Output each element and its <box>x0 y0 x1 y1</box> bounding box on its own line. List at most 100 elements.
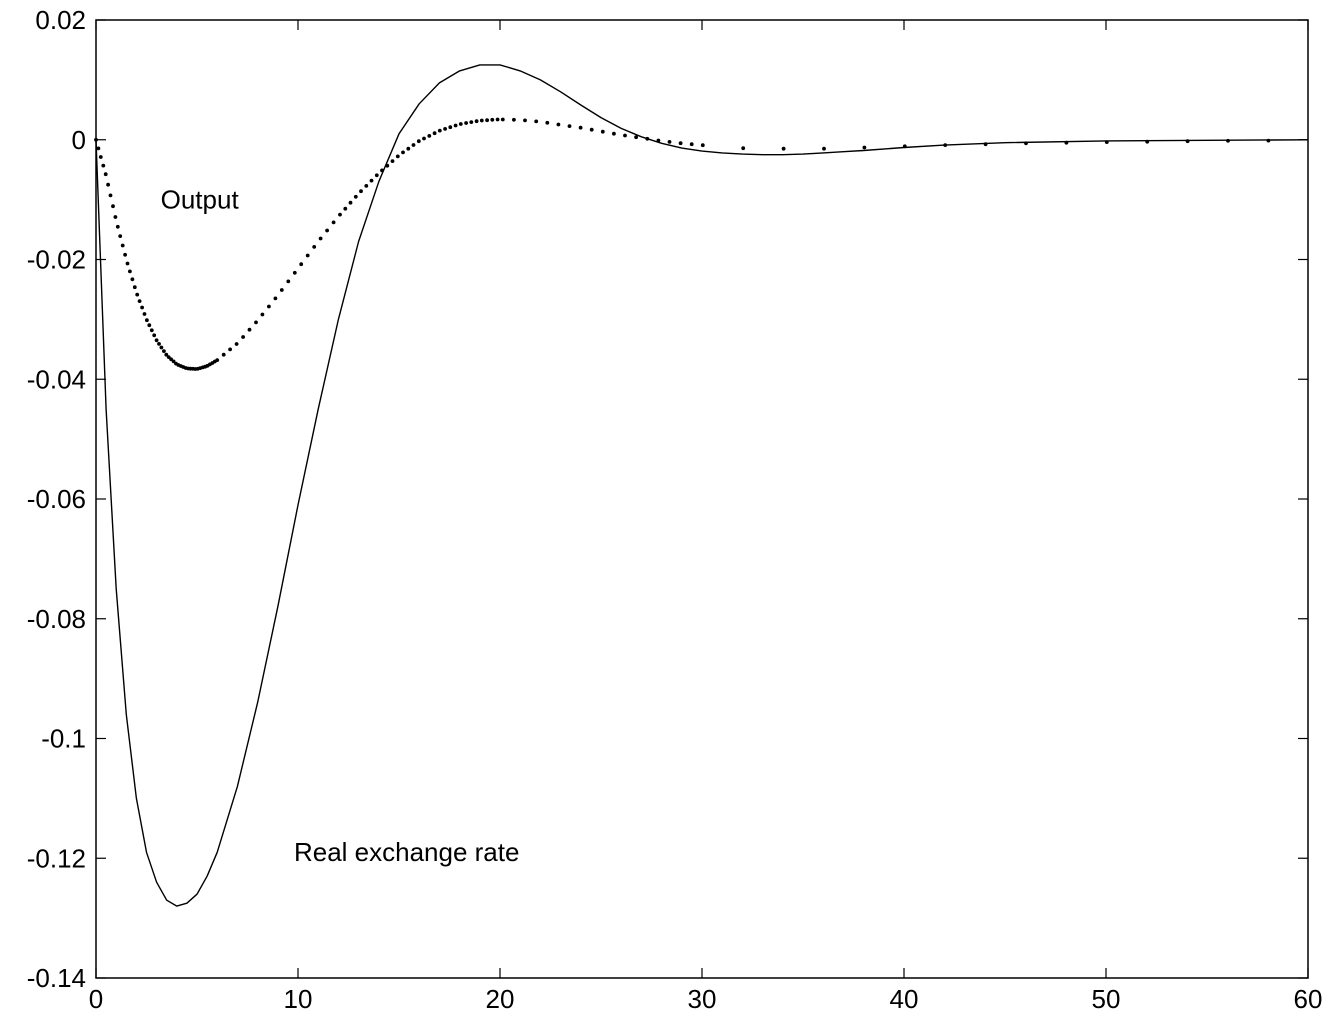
series-point <box>115 224 120 229</box>
annotations: Output Real exchange rate <box>161 185 520 868</box>
series-point <box>689 142 694 147</box>
series-point <box>343 206 348 211</box>
series-point <box>390 159 395 164</box>
x-tick-label: 20 <box>486 984 515 1014</box>
series-point <box>1024 141 1028 146</box>
series-point <box>353 194 358 199</box>
y-tick-label: 0 <box>72 125 86 155</box>
series-point <box>111 204 115 209</box>
series-point <box>108 193 113 198</box>
series-point <box>348 200 353 205</box>
series-point <box>241 335 246 339</box>
series-point <box>369 178 374 183</box>
series-point <box>299 262 304 267</box>
series-point <box>443 126 447 131</box>
series-point <box>98 155 103 159</box>
series-point <box>395 154 400 159</box>
series-point <box>338 212 342 217</box>
series-point <box>411 143 416 147</box>
series-point <box>1226 138 1230 143</box>
series-point <box>578 125 583 130</box>
y-tick-label: -0.06 <box>27 484 86 514</box>
series-point <box>215 358 220 362</box>
series-point <box>448 125 453 130</box>
series-point <box>1266 138 1271 143</box>
series-point <box>432 131 437 136</box>
series-point <box>453 123 458 128</box>
series-point <box>171 359 176 364</box>
series-point <box>634 135 638 140</box>
series-point <box>700 143 705 148</box>
series-point <box>474 119 479 124</box>
series-dots-output <box>94 117 1271 371</box>
series-point <box>495 117 500 122</box>
series-point <box>458 122 463 126</box>
series-point <box>645 136 650 141</box>
x-tick-label: 10 <box>284 984 313 1014</box>
series-point <box>781 146 786 151</box>
series-point <box>325 228 329 233</box>
series-point <box>1064 140 1069 145</box>
series-point <box>741 146 746 151</box>
series-point <box>401 150 405 155</box>
series-point <box>943 143 948 148</box>
series-point <box>406 146 411 151</box>
series-point <box>512 117 516 122</box>
plot-area-frame <box>95 19 1309 979</box>
series-point <box>500 117 505 122</box>
series-point <box>273 296 278 301</box>
series-point <box>364 184 369 188</box>
series-point <box>416 139 421 144</box>
series-point <box>331 220 336 225</box>
series-point <box>267 304 271 309</box>
y-tick-label: -0.04 <box>27 364 86 394</box>
series-point <box>103 172 108 177</box>
series-point <box>485 118 489 123</box>
series-point <box>437 128 442 133</box>
series-point <box>279 288 284 292</box>
series-point <box>159 345 164 350</box>
series-point <box>147 323 152 328</box>
series-point <box>120 243 125 248</box>
y-tick-label: -0.12 <box>27 843 86 873</box>
series-point <box>292 270 297 275</box>
series-point <box>154 338 159 343</box>
series-point <box>667 140 672 144</box>
x-tick-label: 30 <box>688 984 717 1014</box>
series-point <box>94 137 98 142</box>
series-point <box>1145 139 1150 144</box>
series-point <box>142 312 147 316</box>
series-point <box>140 305 145 310</box>
series-point <box>162 349 166 353</box>
series-point <box>125 261 130 266</box>
series-point <box>247 327 252 332</box>
series-point <box>149 328 154 333</box>
series-point <box>312 245 317 249</box>
series-point <box>260 312 265 317</box>
series-point <box>862 145 867 150</box>
series-point <box>221 352 226 357</box>
series-point <box>137 299 142 303</box>
series-point <box>822 146 826 151</box>
y-tick-label: -0.14 <box>27 963 86 993</box>
series-point <box>228 347 233 352</box>
series-point <box>305 253 310 258</box>
series-point <box>374 173 379 178</box>
series-point <box>479 118 484 123</box>
series-point <box>118 234 123 239</box>
series-point <box>1104 140 1109 145</box>
series-point <box>656 138 661 143</box>
series-point <box>983 142 988 147</box>
y-tick-label: -0.1 <box>41 724 86 754</box>
y-tick-label: -0.02 <box>27 245 86 275</box>
series-point <box>567 124 572 128</box>
series-layer <box>94 64 1309 907</box>
series-point <box>1185 139 1190 144</box>
annotation-label: Real exchange rate <box>294 837 519 867</box>
annotation-label: Output <box>161 185 240 215</box>
series-point <box>469 120 474 124</box>
x-tick-label: 40 <box>890 984 919 1014</box>
series-point <box>286 279 291 284</box>
series-point <box>678 141 683 146</box>
axis-tick-labels: 0 10 20 30 40 50 60 0.02 0 -0.02 -0.04 -0.06 -0.08 -0… <box>27 5 1323 1014</box>
